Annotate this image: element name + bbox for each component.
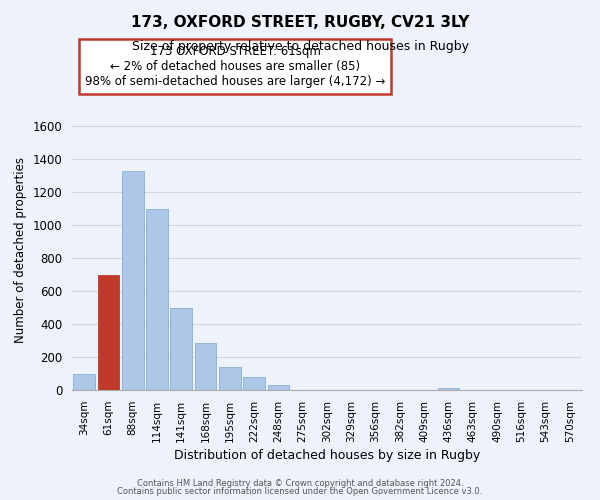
Bar — [437, 388, 460, 390]
Text: 173, OXFORD STREET, RUGBY, CV21 3LY: 173, OXFORD STREET, RUGBY, CV21 3LY — [131, 15, 469, 30]
Bar — [219, 367, 241, 390]
Text: Contains HM Land Registry data © Crown copyright and database right 2024.: Contains HM Land Registry data © Crown c… — [137, 478, 463, 488]
Text: Contains public sector information licensed under the Open Government Licence v3: Contains public sector information licen… — [118, 487, 482, 496]
Bar — [194, 343, 217, 390]
Bar — [73, 374, 95, 390]
Y-axis label: Number of detached properties: Number of detached properties — [14, 157, 27, 343]
X-axis label: Distribution of detached houses by size in Rugby: Distribution of detached houses by size … — [174, 449, 480, 462]
Text: Size of property relative to detached houses in Rugby: Size of property relative to detached ho… — [131, 40, 469, 53]
Bar — [268, 385, 289, 390]
Bar — [170, 308, 192, 390]
Bar — [97, 274, 119, 390]
Bar — [243, 377, 265, 390]
Bar — [122, 171, 143, 390]
Bar — [146, 209, 168, 390]
Text: 173 OXFORD STREET: 61sqm
← 2% of detached houses are smaller (85)
98% of semi-de: 173 OXFORD STREET: 61sqm ← 2% of detache… — [85, 44, 385, 88]
